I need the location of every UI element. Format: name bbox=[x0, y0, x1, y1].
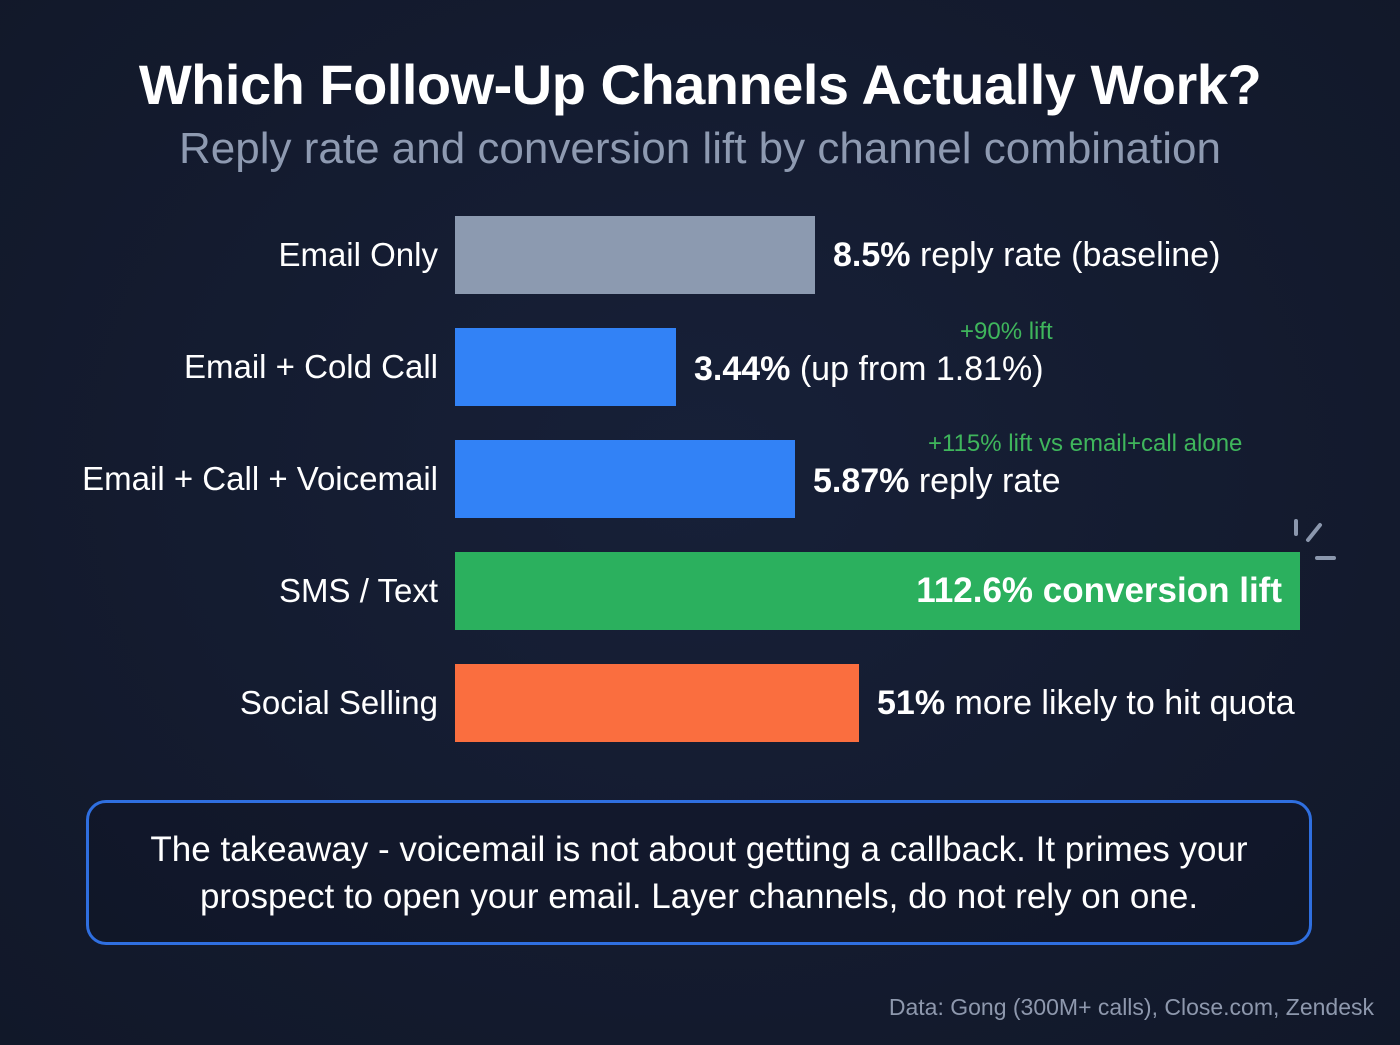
category-label: Email Only bbox=[278, 236, 438, 273]
sparkle-icon bbox=[1294, 519, 1336, 560]
takeaway-callout: The takeaway - voicemail is not about ge… bbox=[86, 800, 1312, 945]
bar-email-cold-call bbox=[455, 328, 676, 406]
bar-email-only bbox=[455, 216, 815, 294]
bar-row-social-selling: Social Selling 51% more likely to hit qu… bbox=[0, 664, 1400, 744]
annotation-lift: +90% lift bbox=[960, 318, 1053, 345]
bar-social-selling bbox=[455, 664, 859, 742]
bar-row-email-only: Email Only 8.5% reply rate (baseline) bbox=[0, 216, 1400, 296]
value-text: more likely to hit quota bbox=[945, 684, 1295, 722]
bar-row-email-call-voicemail: Email + Call + Voicemail 5.87% reply rat… bbox=[0, 440, 1400, 520]
bar-row-sms-text: SMS / Text 112.6% conversion lift bbox=[0, 552, 1400, 632]
category-label: Social Selling bbox=[239, 684, 438, 721]
value-label: 8.5% reply rate (baseline) bbox=[833, 216, 1220, 294]
value-label: 5.87% reply rate bbox=[813, 442, 1061, 520]
value-text: reply rate bbox=[909, 462, 1061, 500]
data-source-note: Data: Gong (300M+ calls), Close.com, Zen… bbox=[888, 994, 1374, 1020]
category-label: Email + Cold Call bbox=[183, 348, 438, 385]
value-text: (up from 1.81%) bbox=[790, 350, 1044, 388]
value-label: 51% more likely to hit quota bbox=[877, 664, 1295, 742]
chart-title: Which Follow-Up Channels Actually Work? bbox=[138, 53, 1262, 116]
bar-row-email-cold-call: Email + Cold Call 3.44% (up from 1.81%) bbox=[0, 328, 1400, 408]
value-bold: 8.5% bbox=[833, 236, 911, 274]
value-bold: 3.44% bbox=[694, 350, 791, 388]
value-label-inside: 112.6% conversion lift bbox=[916, 571, 1282, 610]
value-bold: 5.87% bbox=[813, 462, 910, 500]
takeaway-text: The takeaway - voicemail is not about ge… bbox=[150, 829, 1248, 916]
category-label: SMS / Text bbox=[279, 572, 438, 609]
bar-sms-text: 112.6% conversion lift bbox=[455, 552, 1300, 630]
value-label: 3.44% (up from 1.81%) bbox=[694, 330, 1044, 408]
bar-email-call-voicemail bbox=[455, 440, 795, 518]
chart-subtitle: Reply rate and conversion lift by channe… bbox=[179, 124, 1221, 173]
category-label: Email + Call + Voicemail bbox=[82, 460, 438, 497]
value-bold: 51% bbox=[877, 684, 946, 722]
annotation-lift: +115% lift vs email+call alone bbox=[928, 430, 1243, 457]
value-text: reply rate (baseline) bbox=[910, 236, 1221, 274]
